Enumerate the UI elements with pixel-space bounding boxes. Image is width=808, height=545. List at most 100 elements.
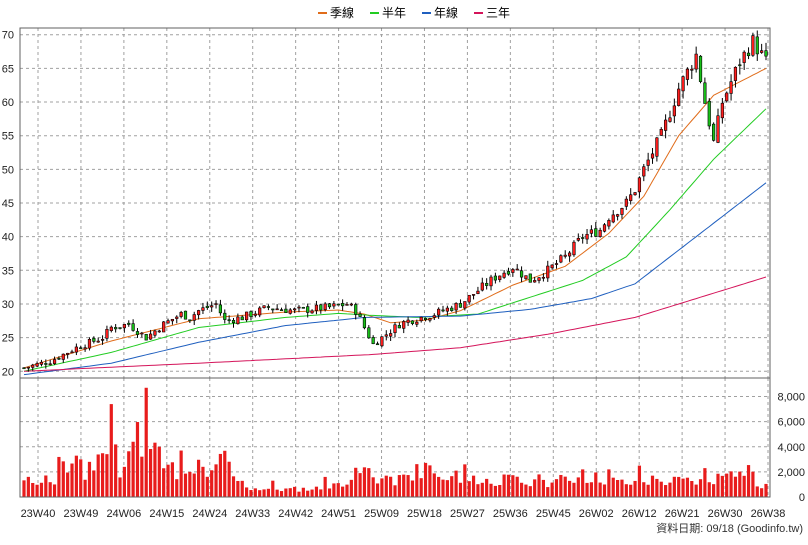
candle-body-160 (720, 102, 724, 119)
volume-bar-159 (716, 473, 720, 497)
candle-body-66 (310, 310, 314, 314)
volume-bar-141 (637, 465, 642, 497)
volume-bar-51 (245, 487, 249, 497)
volume-bar-126 (572, 482, 576, 497)
legend-label-1: 半年 (382, 6, 406, 20)
price-tick-label-2: 30 (2, 299, 14, 311)
volume-bar-165 (742, 475, 746, 497)
volume-bar-150 (677, 476, 681, 497)
volume-bar-129 (585, 482, 589, 497)
volume-bar-108 (493, 485, 497, 497)
candle-body-37 (183, 310, 188, 320)
volume-bar-86 (397, 475, 401, 497)
candle-body-61 (288, 309, 292, 314)
volume-bar-153 (690, 480, 694, 497)
volume-bar-69 (323, 476, 327, 497)
volume-bar-137 (620, 479, 624, 497)
x-tick-label-8: 25W09 (364, 508, 399, 520)
candle-body-135 (611, 214, 615, 223)
candle-body-112 (511, 269, 515, 273)
candle-body-106 (485, 283, 489, 286)
volume-bar-53 (253, 488, 257, 497)
volume-bar-9 (61, 461, 65, 497)
candle-body-143 (646, 159, 650, 166)
candle-body-0 (22, 367, 26, 370)
candle-body-75 (349, 303, 353, 306)
price-grid (20, 28, 770, 378)
volume-bar-146 (659, 481, 663, 497)
volume-bar-74 (345, 484, 349, 497)
volume-bar-21 (114, 444, 118, 497)
candle-body-65 (306, 306, 310, 313)
candle-body-10 (66, 352, 70, 355)
candle-body-152 (685, 68, 690, 80)
candle-body-104 (476, 290, 480, 294)
volume-bar-104 (476, 484, 480, 497)
volume-bar-113 (515, 476, 519, 497)
candle-body-150 (677, 88, 681, 106)
x-tick-label-9: 25W18 (407, 508, 442, 520)
candle-body-19 (105, 328, 109, 339)
candle-body-121 (550, 264, 554, 269)
volume-bar-103 (471, 475, 476, 497)
candle-body-86 (397, 325, 401, 329)
volume-bar-156 (703, 468, 707, 497)
price-tick-label-9: 65 (2, 63, 14, 75)
candle-body-52 (249, 311, 253, 317)
candle-body-2 (31, 364, 35, 368)
volume-bar-19 (105, 454, 109, 497)
volume-bar-107 (489, 483, 493, 497)
volume-bar-91 (419, 478, 423, 497)
volume-bar-50 (240, 480, 244, 497)
candle-body-145 (655, 137, 659, 157)
candle-body-69 (323, 303, 327, 310)
candle-body-42 (205, 305, 209, 308)
vol-tick-label-4: 8,000 (777, 392, 805, 404)
candle-body-122 (554, 263, 559, 265)
volume-bar-32 (162, 468, 166, 497)
volume-bar-140 (633, 480, 637, 497)
candle-body-149 (672, 105, 676, 117)
candle-body-148 (668, 117, 672, 122)
candle-body-41 (201, 307, 205, 311)
volume-bar-46 (223, 450, 227, 497)
candle-body-115 (524, 275, 528, 280)
legend-label-2: 年線 (434, 5, 458, 20)
candle-body-128 (581, 237, 585, 239)
volume-bar-48 (231, 476, 236, 497)
x-tick-label-16: 26W30 (708, 508, 743, 520)
price-tick-label-0: 20 (2, 366, 14, 378)
volume-bar-157 (707, 482, 711, 497)
price-tick-label-6: 50 (2, 164, 14, 176)
candle-body-87 (402, 321, 406, 329)
x-tick-label-0: 23W40 (21, 508, 56, 520)
candle-body-58 (275, 308, 279, 311)
candle-body-60 (284, 308, 288, 313)
candle-body-159 (716, 115, 720, 143)
ma-line-1 (23, 108, 767, 372)
x-tick-label-1: 23W49 (64, 508, 99, 520)
candle-body-114 (519, 270, 524, 278)
candle-body-53 (253, 313, 257, 316)
legend-label-0: 季線 (330, 5, 354, 20)
volume-bar-64 (301, 487, 305, 497)
candle-body-34 (170, 318, 175, 322)
volume-bar-152 (685, 477, 690, 497)
volume-bar-65 (306, 490, 310, 497)
axis-tick-labels: 20 25 30 35 40 45 50 55 60 65 70 23W40 23W49 24W06 24W… (2, 30, 805, 520)
x-tick-label-13: 26W02 (579, 508, 614, 520)
x-tick-label-2: 24W06 (106, 508, 141, 520)
candle-body-155 (698, 55, 703, 82)
candle-body-74 (345, 304, 349, 306)
vol-tick-label-0: 0 (799, 492, 805, 504)
candle-body-22 (118, 327, 122, 329)
volume-bar-70 (327, 488, 332, 497)
candle-body-109 (498, 275, 502, 280)
candle-body-157 (707, 100, 711, 127)
candle-body-18 (100, 339, 105, 341)
price-tick-label-5: 45 (2, 198, 14, 210)
volume-bars (22, 387, 768, 497)
x-tick-label-3: 24W15 (149, 508, 184, 520)
volume-bar-116 (528, 486, 532, 497)
volume-bar-23 (122, 466, 126, 497)
